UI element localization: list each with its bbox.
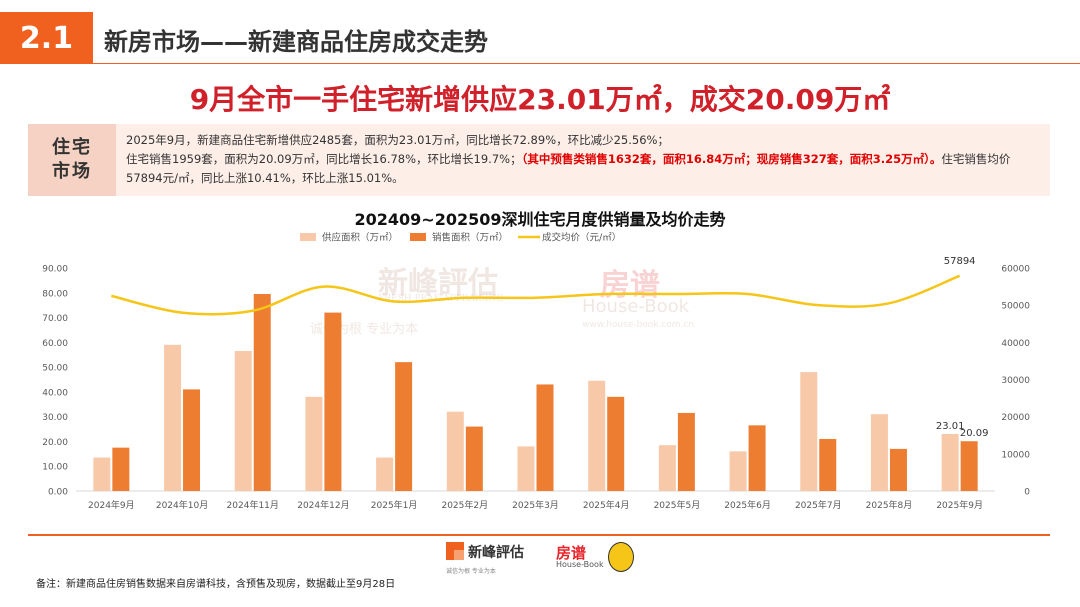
supply-bar	[376, 457, 394, 491]
left-axis-tick-label: 90.00	[42, 265, 68, 275]
x-axis-tick-label: 2025年3月	[512, 499, 559, 511]
x-axis-tick-label: 2025年9月	[936, 499, 983, 511]
supply-bar	[164, 344, 182, 491]
supply-bar	[941, 433, 959, 491]
x-axis-tick-label: 2025年7月	[795, 499, 842, 511]
headline: 9月全市一手住宅新增供应23.01万㎡，成交20.09万㎡	[189, 83, 891, 116]
legend-supply-label: 供应面积（万㎡）	[322, 232, 398, 244]
sales-bar	[677, 412, 695, 491]
info-label: 住宅 市场	[28, 124, 116, 196]
info-line-2-text: 住宅销售1959套，面积为20.09万㎡，同比增长16.78%，环比增长19.7…	[126, 152, 522, 166]
x-axis-tick-label: 2024年11月	[227, 499, 279, 511]
footer-divider	[28, 534, 1050, 536]
footer-logo1-sub: 诚信为根 专业为本	[446, 568, 496, 575]
sales-bar	[465, 426, 483, 491]
info-line-2-highlight: （其中预售类销售1632套，面积16.84万㎡；现房销售327套，面积3.25万…	[521, 152, 942, 166]
supply-sales-price-chart: 0.00 10.00 20.00 30.00 40.00 50.00 60.00 70.00 8…	[42, 232, 1030, 512]
info-line-3: 住宅销售均价57894元/㎡，同比上涨10.41%，环比上涨15.01%。	[126, 152, 1011, 185]
left-axis-tick-label: 60.00	[42, 339, 68, 349]
sales-bar	[395, 362, 413, 491]
right-axis-tick-label: 20000	[1001, 413, 1030, 423]
left-axis-tick-label: 40.00	[42, 388, 68, 398]
supply-bar	[93, 457, 111, 491]
bee-mascot-icon	[608, 542, 634, 572]
info-line-1: 2025年9月，新建商品住宅新增供应2485套，面积为23.01万㎡，同比增长7…	[126, 133, 669, 147]
supply-bar	[729, 451, 747, 491]
info-text: 2025年9月，新建商品住宅新增供应2485套，面积为23.01万㎡，同比增长7…	[126, 131, 1041, 188]
x-axis-tick-label: 2025年6月	[724, 499, 771, 511]
chart-title: 202409~202509深圳住宅月度供销量及均价走势	[354, 210, 726, 229]
info-box: 住宅 市场 2025年9月，新建商品住宅新增供应2485套，面积为23.01万㎡…	[28, 124, 1050, 196]
legend-supply-swatch	[300, 233, 316, 241]
supply-bar	[446, 411, 464, 491]
section-number-badge: 2.1	[0, 12, 93, 64]
sales-bar	[889, 448, 907, 491]
left-axis-tick-label: 0.00	[48, 488, 68, 498]
supply-bar	[234, 351, 252, 491]
supply-bar	[658, 445, 676, 491]
x-axis-tick-label: 2025年5月	[654, 499, 701, 511]
x-axis-tick-label: 2025年2月	[441, 499, 488, 511]
legend-sales-label: 销售面积（万㎡）	[432, 232, 508, 244]
price-data-label: 57894	[944, 256, 976, 267]
right-axis-tick-label: 30000	[1001, 376, 1030, 386]
right-axis-tick-label: 0	[1024, 488, 1030, 498]
legend-sales-swatch	[410, 233, 426, 241]
sales-bar	[253, 294, 271, 491]
supply-bar	[305, 396, 323, 491]
supply-data-label: 23.01	[936, 421, 965, 432]
footer-logo2: 房谱	[556, 544, 587, 562]
x-axis-tick-label: 2024年10月	[156, 499, 208, 511]
sales-bar	[607, 396, 625, 491]
right-axis-tick-label: 50000	[1001, 302, 1030, 312]
left-axis-tick-label: 50.00	[42, 364, 68, 374]
footer-logo1: 新峰評估	[468, 545, 524, 561]
sales-data-label: 20.09	[960, 428, 989, 439]
sales-bar	[819, 438, 837, 491]
sales-bar	[324, 312, 342, 491]
info-label-line2: 市场	[52, 161, 92, 182]
info-label-line1: 住宅	[52, 137, 92, 158]
left-axis-tick-label: 20.00	[42, 438, 68, 448]
right-axis-tick-label: 40000	[1001, 339, 1030, 349]
left-axis-tick-label: 70.00	[42, 314, 68, 324]
right-axis-tick-label: 60000	[1001, 265, 1030, 275]
title-divider	[93, 63, 1080, 64]
supply-bar	[870, 414, 888, 491]
section-title: 新房市场——新建商品住房成交走势	[104, 28, 488, 56]
right-axis-tick-label: 10000	[1001, 450, 1030, 460]
sales-bar	[748, 425, 766, 491]
x-axis-tick-label: 2024年12月	[297, 499, 349, 511]
left-axis-tick-label: 30.00	[42, 413, 68, 423]
x-axis-tick-label: 2024年9月	[88, 499, 135, 511]
x-axis-tick-label: 2025年1月	[371, 499, 418, 511]
sales-bar	[112, 447, 130, 491]
left-axis-tick-label: 10.00	[42, 463, 68, 473]
x-axis-tick-label: 2025年8月	[866, 499, 913, 511]
sales-bar	[960, 441, 978, 491]
price-line	[111, 274, 961, 316]
sales-bar	[183, 389, 201, 491]
supply-bar	[588, 380, 606, 491]
sales-bar	[536, 384, 554, 491]
x-axis-tick-label: 2025年4月	[583, 499, 630, 511]
legend-price-label: 成交均价（元/㎡）	[542, 232, 621, 244]
supply-bar	[800, 372, 818, 491]
brand1-logo-icon-inner	[454, 550, 464, 560]
supply-bar	[517, 446, 535, 491]
info-line-2: 住宅销售1959套，面积为20.09万㎡，同比增长16.78%，环比增长19.7…	[126, 150, 1041, 188]
footer-note: 备注：新建商品住房销售数据来自房谱科技，含预售及现房，数据截止至9月28日	[36, 579, 396, 590]
left-axis-tick-label: 80.00	[42, 289, 68, 299]
footer-logo2-sub: House-Book	[556, 560, 604, 569]
